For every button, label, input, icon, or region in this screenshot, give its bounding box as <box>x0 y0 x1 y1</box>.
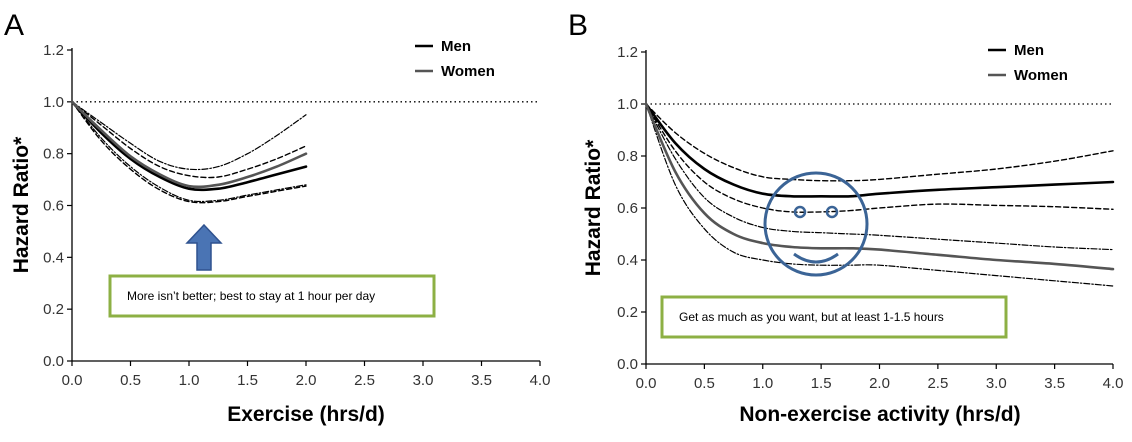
y-tick-label: 0.2 <box>617 304 638 321</box>
legend-label-women: Women <box>441 63 495 80</box>
y-tick-label: 0.0 <box>43 353 64 370</box>
series-line-women <box>70 100 308 189</box>
x-tick-label: 1.0 <box>179 372 200 389</box>
x-tick-label: 0.0 <box>62 372 83 389</box>
y-tick-label: 1.0 <box>617 96 638 113</box>
x-tick-label: 2.5 <box>354 372 375 389</box>
smiley-mouth <box>793 252 839 264</box>
smiley-outline <box>763 171 869 277</box>
series-line-men <box>70 100 308 192</box>
y-tick-label: 0.4 <box>617 252 638 269</box>
x-axis-title: Non-exercise activity (hrs/d) <box>739 403 1020 426</box>
annotation-box <box>108 274 436 318</box>
x-tick-label: 2.0 <box>296 372 317 389</box>
ci-line-men-lower-ci <box>71 101 307 204</box>
x-tick-label: 3.0 <box>413 372 434 389</box>
series-line-women <box>644 102 1115 271</box>
series-line-men <box>644 102 1115 198</box>
x-tick-label: 3.5 <box>1044 375 1065 392</box>
ci-line-men-lower-ci <box>645 103 1114 213</box>
x-tick-label: 3.0 <box>986 375 1007 392</box>
annotation-text: Get as much as you want, but at least 1-… <box>679 310 944 324</box>
x-tick-label: 4.0 <box>530 372 551 389</box>
x-tick-label: 1.5 <box>237 372 258 389</box>
y-tick-label: 0.0 <box>617 356 638 373</box>
panel-letter: B <box>568 9 588 42</box>
x-tick-label: 2.0 <box>869 375 890 392</box>
smiley-left-eye <box>793 205 807 219</box>
y-tick-label: 0.8 <box>43 146 64 163</box>
ci-line-women-upper-ci <box>71 101 307 171</box>
ci-line-women-upper-ci <box>645 103 1114 251</box>
x-tick-label: 3.5 <box>471 372 492 389</box>
ci-line-men-upper-ci <box>645 103 1114 182</box>
y-tick-label: 0.6 <box>617 200 638 217</box>
y-tick-label: 0.6 <box>43 198 64 215</box>
y-tick-label: 0.8 <box>617 148 638 165</box>
legend-label-women: Women <box>1014 67 1068 84</box>
up-arrow-icon <box>185 223 223 271</box>
panel-b: B 0.0 0.2 0.4 0.6 0.8 1.0 1.2 0.0 0.5 1.0 1.5 2.0 2.5… <box>568 9 1123 426</box>
x-tick-label: 0.0 <box>636 375 657 392</box>
y-tick-label: 0.4 <box>43 249 64 266</box>
smiley-face-icon <box>763 171 869 277</box>
y-axis-title: Hazard Ratio* <box>10 136 33 273</box>
x-tick-label: 1.5 <box>811 375 832 392</box>
x-tick-label: 2.5 <box>927 375 948 392</box>
x-tick-label: 0.5 <box>120 372 141 389</box>
panel-letter: A <box>4 9 24 42</box>
panel-a: A 0.0 0.2 0.4 0.6 0.8 1.0 1.2 0.0 0.5 1.0 1.5 2.0 2.5… <box>4 9 550 426</box>
legend-label-men: Men <box>1014 42 1044 59</box>
x-tick-label: 0.5 <box>694 375 715 392</box>
ci-line-women-lower-ci <box>645 103 1114 287</box>
annotation-text: More isn’t better; best to stay at 1 hou… <box>127 289 375 303</box>
y-tick-label: 0.2 <box>43 301 64 318</box>
x-tick-label: 1.0 <box>752 375 773 392</box>
legend-label-men: Men <box>441 38 471 55</box>
y-axis-title: Hazard Ratio* <box>582 139 605 276</box>
smiley-right-eye <box>825 205 839 219</box>
x-axis-title: Exercise (hrs/d) <box>227 403 385 426</box>
y-tick-label: 1.0 <box>43 94 64 111</box>
y-tick-label: 1.2 <box>617 44 638 61</box>
x-tick-label: 4.0 <box>1103 375 1124 392</box>
annotation-box <box>660 295 1008 339</box>
ci-line-women-lower-ci <box>71 101 307 203</box>
ci-line-men-upper-ci <box>71 101 307 179</box>
y-tick-label: 1.2 <box>43 42 64 59</box>
